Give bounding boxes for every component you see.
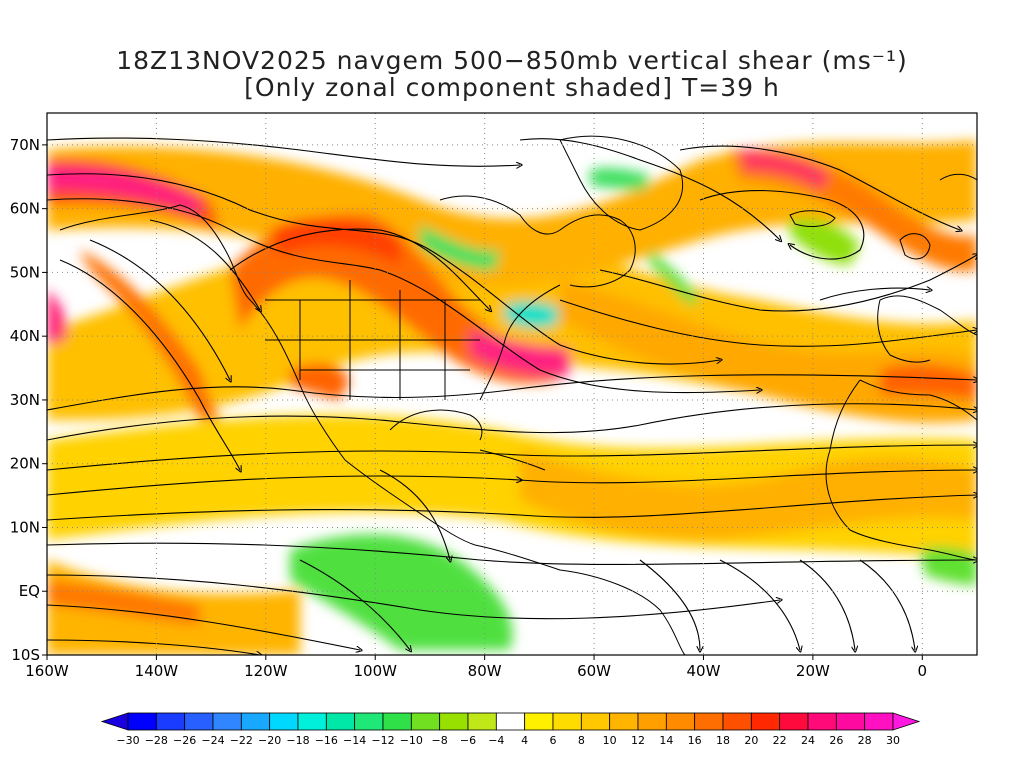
- axis-ticks: [42, 144, 923, 660]
- shear-shading: [47, 113, 977, 655]
- chart-title: 18Z13NOV2025 navgem 500−850mb vertical s…: [116, 46, 908, 75]
- colorbar-label: 22: [773, 734, 787, 747]
- colorbar-cell: [750, 712, 781, 731]
- colorbar-cell: [155, 712, 186, 731]
- lon-label: 40W: [687, 662, 721, 680]
- colorbar-cell: [779, 712, 809, 731]
- colorbar-cell: [495, 712, 526, 731]
- colorbar-cell: [722, 712, 752, 731]
- lat-label: 70N: [10, 136, 40, 154]
- lat-label: 20N: [10, 455, 40, 473]
- colorbar-label: −26: [173, 734, 196, 747]
- colorbar-over-arrow: [892, 712, 921, 731]
- colorbar-cell: [807, 712, 837, 731]
- lon-labels: 160W 140W 120W 100W 80W 60W 40W 20W 0: [25, 662, 927, 680]
- streamlines: [47, 137, 977, 655]
- colorbar-cell: [410, 712, 441, 731]
- colorbar-cell: [694, 712, 724, 731]
- colorbar-cell: [184, 712, 214, 731]
- colorbar-label: −22: [230, 734, 253, 747]
- colorbar-label: −4: [488, 734, 504, 747]
- colorbar-cell: [835, 712, 866, 731]
- lat-label: 30N: [10, 391, 40, 409]
- colorbar-cell: [354, 712, 384, 731]
- colorbar-cell: [467, 712, 497, 731]
- colorbar-cell: [580, 712, 611, 731]
- colorbar-label: −20: [258, 734, 281, 747]
- colorbar-cell: [127, 712, 157, 731]
- colorbar-cell: [382, 712, 412, 731]
- colorbar-label: 24: [801, 734, 815, 747]
- lon-label: 100W: [354, 662, 398, 680]
- colorbar-label: 10: [603, 734, 617, 747]
- colorbar-label: −8: [432, 734, 448, 747]
- colorbar-cell: [864, 712, 894, 731]
- lat-label: EQ: [19, 582, 40, 600]
- colorbar-cell: [269, 712, 299, 731]
- colorbar-cell: [325, 712, 356, 731]
- colorbar-under-arrow: [100, 712, 129, 731]
- lat-label: 10N: [10, 518, 40, 536]
- lat-label: 40N: [10, 327, 40, 345]
- colorbar-cell: [609, 712, 639, 731]
- lon-label: 20W: [796, 662, 830, 680]
- lat-label: 60N: [10, 200, 40, 218]
- lat-label: 10S: [11, 646, 40, 664]
- colorbar-label: −12: [371, 734, 394, 747]
- colorbar-label: 8: [578, 734, 585, 747]
- colorbar-label: −28: [145, 734, 168, 747]
- gridlines: [46, 113, 977, 656]
- colorbar-label: 4: [521, 734, 528, 747]
- colorbar-label: −6: [460, 734, 476, 747]
- lon-label: 60W: [577, 662, 611, 680]
- colorbar-label: 30: [886, 734, 900, 747]
- colorbar-cell: [297, 712, 327, 731]
- colorbar-cell: [637, 712, 667, 731]
- colorbar-label: 28: [858, 734, 872, 747]
- colorbar-label: −16: [315, 734, 338, 747]
- colorbar-label: 6: [550, 734, 557, 747]
- colorbar-label: 18: [716, 734, 730, 747]
- lon-label: 140W: [135, 662, 179, 680]
- lon-label: 160W: [25, 662, 69, 680]
- colorbar-cell: [665, 712, 696, 731]
- lat-labels: 70N 60N 50N 40N 30N 20N 10N EQ 10S: [10, 136, 40, 664]
- colorbar-cell: [552, 712, 582, 731]
- colorbar-label: 20: [744, 734, 758, 747]
- colorbar-label: −14: [343, 734, 366, 747]
- lat-label: 50N: [10, 263, 40, 281]
- lon-label: 80W: [468, 662, 502, 680]
- colorbar-label: −10: [400, 734, 423, 747]
- colorbar-label: −30: [116, 734, 139, 747]
- colorbar-label: 12: [631, 734, 645, 747]
- lon-label: 0: [918, 662, 928, 680]
- chart-subtitle: [Only zonal component shaded] T=39 h: [244, 73, 780, 102]
- colorbar-cell: [240, 712, 271, 731]
- colorbar-label: 26: [829, 734, 843, 747]
- colorbar-cell: [524, 712, 554, 731]
- colorbar-cell: [439, 712, 469, 731]
- colorbar-label: 16: [688, 734, 702, 747]
- colorbar-label: −18: [286, 734, 309, 747]
- colorbar-cell: [212, 712, 242, 731]
- colorbar-label: −24: [201, 734, 224, 747]
- colorbar-label: 14: [659, 734, 673, 747]
- lon-label: 120W: [244, 662, 288, 680]
- map-frame: [46, 112, 978, 656]
